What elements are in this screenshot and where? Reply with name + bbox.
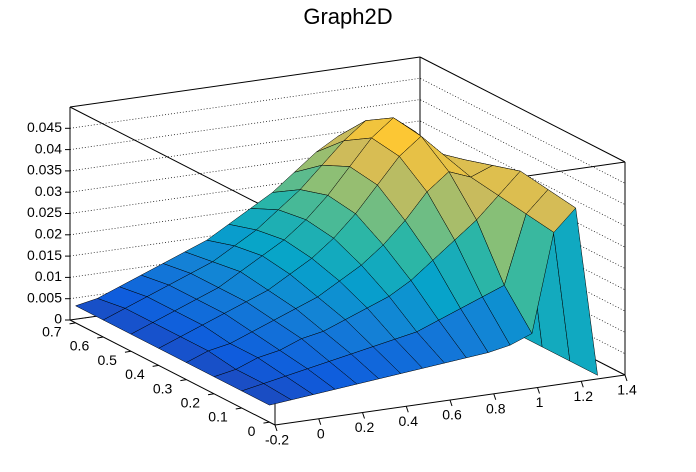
x-tick-label: 1.2 [574,388,594,404]
x-tick-label: 0 [317,425,325,441]
box-edge [69,319,276,426]
y-tick [124,350,132,353]
grid-line [69,99,626,205]
box-edge [69,56,421,108]
z-tick-label: 0.015 [27,247,62,263]
x-tick-label: 0.8 [486,400,506,416]
box-edge [69,106,276,213]
z-tick-label: 0.02 [35,226,62,242]
y-tick [180,379,187,382]
y-tick-label: 0.4 [125,366,145,382]
surface-cell [241,383,292,406]
y-tick [97,336,104,339]
y-tick-label: 0.6 [70,338,90,354]
x-tick [274,424,278,432]
x-tick-label: 0.2 [355,419,375,435]
grid-line [69,77,626,184]
x-tick [580,381,584,388]
y-tick-label: 0.5 [97,352,117,368]
y-tick-label: 0 [248,423,256,439]
y-tick [207,393,215,396]
chart-title: Graph2D [303,4,392,29]
x-tick-label: -0.2 [265,432,289,448]
y-tick [235,407,242,410]
x-tick [537,387,540,394]
x-tick [493,393,497,400]
y-tick [69,322,76,325]
z-tick-label: 0.04 [35,140,62,156]
z-tick-label: 0.035 [27,162,62,178]
y-tick-label: 0.2 [181,394,201,410]
y-tick-label: 0.1 [208,409,228,425]
z-tick-label: 0 [54,311,62,327]
x-tick [624,374,628,382]
x-tick-label: 0.6 [442,407,462,423]
box-edge [419,56,626,163]
y-tick [263,421,270,424]
x-tick [362,412,365,419]
z-tick-label: 0.025 [27,204,62,220]
z-tick-label: 0.045 [27,119,62,135]
x-tick [318,418,322,425]
x-tick [405,406,409,413]
y-tick-label: 0.7 [42,324,62,340]
grid-line [69,120,626,227]
x-tick-label: 1 [536,394,544,410]
y-tick [152,364,159,367]
x-tick-label: 1.4 [617,382,637,398]
y-tick-label: 0.3 [153,380,173,396]
z-tick-label: 0.005 [27,289,62,305]
x-tick-label: 0.4 [399,413,419,429]
z-tick-label: 0.03 [35,183,62,199]
z-tick-label: 0.01 [35,268,62,284]
x-tick [449,399,453,407]
